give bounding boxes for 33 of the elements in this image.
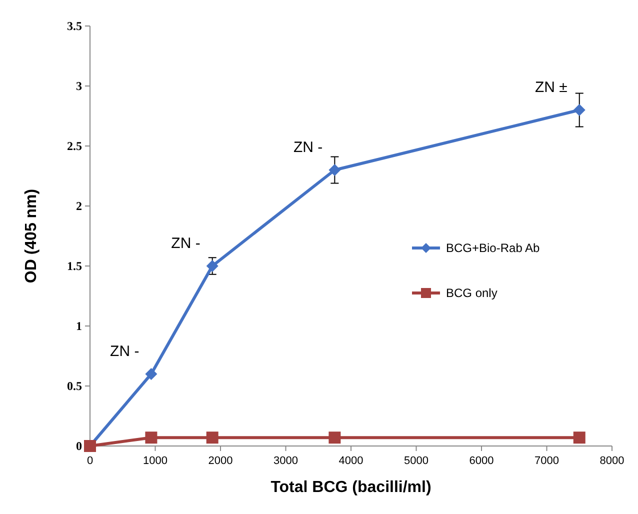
point xyxy=(206,260,218,272)
annotation: ZN ± xyxy=(534,79,568,96)
point xyxy=(206,432,218,444)
y-axis-title: OD (405 nm) xyxy=(23,188,40,284)
x-tick-label: 8000 xyxy=(600,455,624,467)
annotation: ZN - xyxy=(110,343,140,360)
legend-label: BCG+Bio-Rab Ab xyxy=(446,241,540,255)
point xyxy=(573,104,586,116)
point xyxy=(145,368,158,380)
y-tick-label: 1 xyxy=(76,319,82,333)
x-tick-label: 0 xyxy=(86,455,94,467)
point xyxy=(145,432,158,444)
annotation: ZN - xyxy=(294,139,323,156)
x-tick-label: 6000 xyxy=(469,455,494,467)
y-tick-label: 0.5 xyxy=(67,379,82,393)
y-tick-label: 3 xyxy=(76,79,82,93)
x-tick-label: 5000 xyxy=(404,455,428,467)
legend-label: BCG only xyxy=(446,286,498,300)
y-tick-label: 0 xyxy=(76,439,82,453)
point xyxy=(328,164,341,176)
x-tick-label: 2000 xyxy=(208,455,233,467)
y-tick-label: 2.5 xyxy=(67,139,82,153)
point xyxy=(328,432,341,444)
point xyxy=(573,432,586,444)
x-tick-label: 3000 xyxy=(274,455,298,467)
y-tick-label: 2 xyxy=(76,199,82,213)
x-tick-label: 1000 xyxy=(143,455,168,467)
x-axis-title: Total BCG (bacilli/ml) xyxy=(270,479,432,496)
x-tick-label: 4000 xyxy=(338,455,364,467)
y-tick-label: 3.5 xyxy=(67,19,82,33)
annotation: ZN - xyxy=(171,235,200,252)
y-tick-label: 1.5 xyxy=(67,259,82,273)
x-tick-label: 7000 xyxy=(534,455,559,467)
